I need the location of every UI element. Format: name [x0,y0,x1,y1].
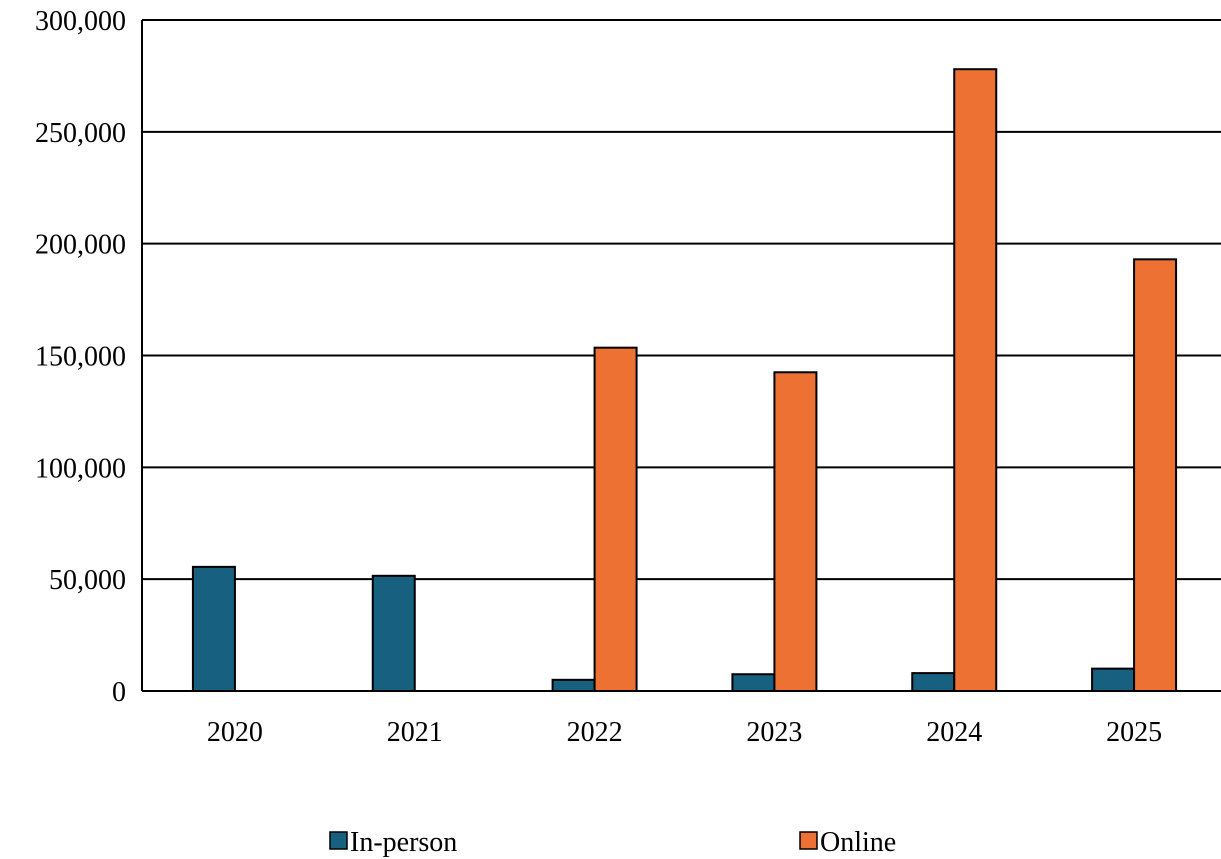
bar-in-person-2020 [191,565,236,692]
bar-online-2022 [593,346,638,692]
legend-item-online: Online [799,827,896,858]
bar-in-person-2023 [731,673,776,692]
legend-label: Online [820,827,896,858]
bar-in-person-2025 [1091,667,1136,693]
x-tick-label: 2025 [1106,717,1162,748]
y-tick-label: 150,000 [35,342,126,373]
y-tick-label: 200,000 [35,230,126,261]
x-tick-label: 2020 [207,717,263,748]
x-tick-label: 2022 [567,717,623,748]
legend-swatch [329,831,348,850]
bar-in-person-2024 [911,672,956,693]
bar-online-2024 [953,68,998,692]
bar-in-person-2022 [551,678,596,692]
y-tick-label: 100,000 [35,453,126,484]
y-tick-label: 0 [112,677,126,708]
legend-swatch [799,831,818,850]
bar-in-person-2021 [371,574,416,692]
legend-item-in-person: In-person [329,827,457,858]
y-tick-label: 250,000 [35,118,126,149]
bars [191,68,1178,693]
axes [141,20,1221,692]
bar-online-2025 [1133,258,1178,692]
y-tick-labels: 0 50,000 100,000 150,000 200,000 250,000 300,0… [35,6,126,708]
y-tick-label: 50,000 [49,565,126,596]
x-tick-label: 2024 [926,717,982,748]
x-tick-label: 2023 [746,717,802,748]
bar-online-2023 [773,371,818,692]
gridlines [142,19,1221,581]
legend: In-person Online [329,827,896,858]
legend-label: In-person [350,827,457,858]
x-tick-labels: 2020 2021 2022 2023 2024 2025 [207,717,1162,748]
y-tick-label: 300,000 [35,6,126,37]
x-tick-label: 2021 [387,717,443,748]
